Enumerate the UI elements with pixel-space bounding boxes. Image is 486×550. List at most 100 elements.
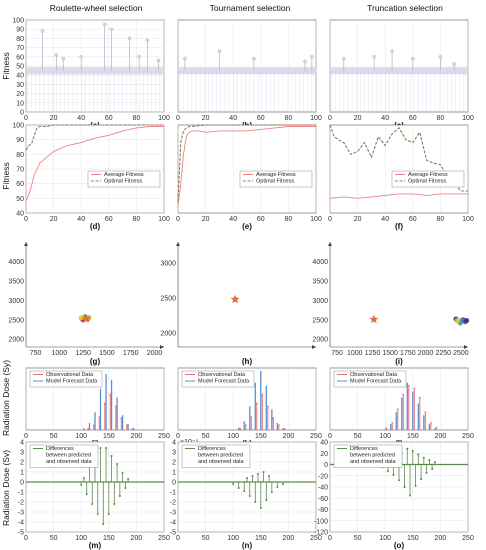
observed-marker: [266, 405, 269, 408]
optimal-fitness-line: [177, 124, 316, 202]
ylabel-fitness-mid: Fitness: [1, 162, 11, 189]
x-tick-label: 100: [227, 433, 239, 440]
legend-entry: Model Forecast Data: [198, 379, 250, 385]
x-tick-label: 150: [407, 433, 419, 440]
x-tick-label: 20: [50, 115, 58, 122]
x-tick-label: 1000: [347, 350, 363, 357]
difference-marker: [428, 459, 431, 461]
observed-marker: [272, 417, 275, 420]
x-tick-label: 100: [75, 535, 87, 542]
legend-entry: between predicted: [350, 453, 395, 459]
y-tick-label: 2500: [160, 296, 176, 303]
difference-marker: [82, 477, 85, 479]
y-tick-label: 3000: [160, 261, 176, 268]
y-tick-label: -4: [18, 520, 24, 527]
panel-label: (e): [242, 222, 252, 231]
panel-label: (o): [394, 541, 405, 550]
x-tick-label: 20: [354, 216, 362, 223]
x-tick-label: 100: [158, 216, 170, 223]
y-tick-label: 90: [16, 137, 24, 144]
y-tick-label: 2000: [160, 331, 176, 338]
legend-box: [333, 370, 407, 388]
x-tick-label: 20: [50, 216, 58, 223]
x-tick-label: 40: [381, 115, 389, 122]
plot-area: [177, 19, 317, 113]
x-tick-label: 100: [310, 115, 322, 122]
x-tick-label: 0: [24, 433, 28, 440]
x-tick-label: 100: [75, 433, 87, 440]
y-tick-label: 3000: [8, 298, 24, 305]
fitness-spike-marker: [252, 56, 256, 61]
panel-label: (i): [395, 357, 403, 366]
fitness-spike-marker: [79, 55, 83, 59]
observed-marker: [402, 393, 405, 396]
difference-marker: [107, 513, 110, 515]
fitness-spike-marker: [410, 56, 415, 61]
y-tick-label: -5: [18, 530, 24, 537]
x-axis-arrow: [160, 345, 164, 349]
x-tick-label: 200: [131, 535, 143, 542]
difference-marker: [246, 477, 248, 479]
difference-marker: [420, 478, 423, 481]
x-tick-label: 0: [24, 535, 28, 542]
difference-marker: [113, 503, 116, 505]
difference-marker: [121, 472, 124, 474]
legend-box: [181, 370, 255, 388]
x-tick-label: 60: [257, 216, 265, 223]
x-tick-label: 2250: [435, 350, 451, 357]
legend-box: [29, 370, 103, 388]
y-tick-label: 40: [16, 211, 24, 218]
y-tick-label: 10: [16, 100, 24, 107]
x-tick-label: 1000: [52, 350, 68, 357]
x-tick-label: 20: [202, 216, 210, 223]
fitness-spike-marker: [438, 55, 443, 59]
difference-marker: [398, 479, 400, 482]
y-axis-arrow: [176, 242, 180, 246]
x-tick-label: 100: [310, 216, 322, 223]
legend-box: [181, 444, 251, 468]
y-tick-label: 20: [320, 451, 328, 458]
y-tick-label: -1: [170, 490, 176, 497]
observed-marker: [109, 393, 112, 396]
observed-marker: [244, 424, 247, 427]
x-tick-label: 0: [176, 115, 180, 122]
panel-d: 0 20 40 60 80 100 40 50 60 70 80 90 100 Average Fitne…: [12, 123, 170, 232]
column-title-truncation: Truncation selection: [367, 3, 443, 13]
x-tick-label: 100: [379, 535, 391, 542]
x-tick-label: 80: [285, 216, 293, 223]
panel-label: (f): [395, 222, 403, 231]
observed-marker: [277, 424, 280, 427]
x-tick-label: 1750: [400, 350, 416, 357]
x-tick-label: 200: [283, 535, 295, 542]
difference-marker: [257, 473, 260, 475]
x-tick-label: 2000: [418, 350, 434, 357]
source-star-marker: [81, 314, 91, 323]
difference-marker: [232, 483, 235, 485]
difference-marker: [265, 499, 268, 501]
y-tick-label: 1: [20, 470, 24, 477]
fitness-spike-marker: [109, 27, 114, 32]
legend-entry: Optimal Fitness: [256, 179, 294, 185]
y-tick-label: -3: [170, 510, 176, 517]
difference-marker: [91, 503, 94, 505]
difference-marker: [127, 478, 130, 480]
y-tick-label: 4000: [8, 259, 24, 266]
observed-marker: [413, 387, 416, 390]
difference-marker: [431, 468, 434, 470]
legend-entry: Model Forecast Data: [350, 379, 402, 385]
y-tick-label: -60: [318, 496, 328, 503]
fitness-spike-marker: [137, 55, 141, 59]
y-tick-label: 3000: [312, 298, 328, 305]
difference-marker: [262, 471, 265, 473]
x-tick-label: 80: [133, 216, 141, 223]
x-axis-arrow: [464, 345, 468, 349]
difference-marker: [268, 475, 271, 477]
y-tick-label: 80: [16, 152, 24, 159]
y-tick-label: 2000: [8, 337, 24, 344]
fitness-spike-marker: [145, 38, 150, 43]
y-tick-label: 90: [16, 27, 24, 34]
